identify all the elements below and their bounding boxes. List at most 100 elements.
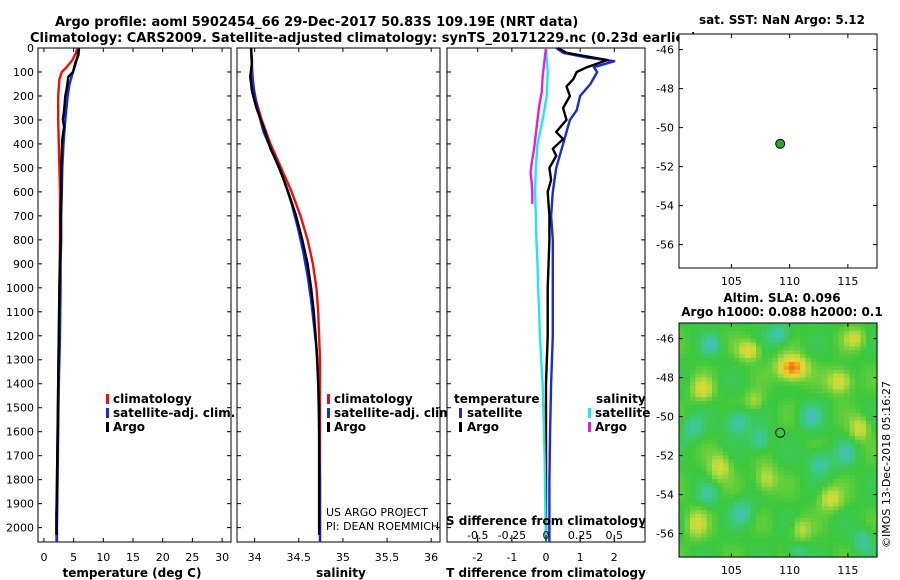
sla-cell bbox=[833, 490, 840, 496]
sla-heatmap-cells bbox=[679, 323, 878, 558]
sla-cell bbox=[778, 412, 785, 418]
sla-cell bbox=[871, 350, 878, 355]
sla-cell bbox=[690, 525, 697, 531]
sla-cell bbox=[778, 354, 785, 359]
sla-cell bbox=[728, 408, 735, 414]
sla-cell bbox=[679, 459, 686, 464]
sla-cell bbox=[827, 330, 834, 336]
sla-cell bbox=[805, 397, 812, 402]
sla-cell bbox=[794, 334, 801, 340]
sla-cell bbox=[723, 521, 730, 527]
sla-cell bbox=[816, 490, 823, 496]
sla-cell bbox=[855, 467, 862, 472]
sla-cell bbox=[849, 459, 856, 464]
sla-cell bbox=[871, 393, 878, 398]
sla-cell bbox=[800, 459, 807, 464]
sla-cell bbox=[822, 354, 829, 359]
sla-cell bbox=[767, 447, 774, 453]
sla-cell bbox=[723, 369, 730, 375]
salinity-xtick-label: 34 bbox=[248, 551, 262, 564]
sla-cell bbox=[844, 482, 851, 488]
sla-cell bbox=[871, 428, 878, 433]
sla-cell bbox=[761, 518, 768, 523]
sla-cell bbox=[767, 459, 774, 464]
sla-cell bbox=[734, 326, 741, 332]
sla-cell bbox=[750, 350, 757, 355]
sla-cell bbox=[695, 389, 702, 394]
sla-cell bbox=[811, 346, 818, 351]
sla-cell bbox=[750, 525, 757, 531]
sla-cell bbox=[855, 338, 862, 344]
sla-cell bbox=[706, 486, 713, 492]
sla-cell bbox=[706, 521, 713, 527]
sla-cell bbox=[734, 404, 741, 410]
sla-cell bbox=[745, 350, 752, 355]
sla-cell bbox=[761, 455, 768, 461]
sla-cell bbox=[805, 342, 812, 347]
sla-cell bbox=[701, 338, 708, 344]
sla-cell bbox=[844, 486, 851, 492]
sla-cell bbox=[684, 471, 691, 476]
sla-cell bbox=[866, 408, 873, 414]
sla-cell bbox=[745, 514, 752, 519]
sla-cell bbox=[805, 323, 812, 328]
sla-cell bbox=[860, 479, 867, 484]
sla-cell bbox=[783, 498, 790, 503]
sla-cell bbox=[723, 326, 730, 332]
sla-cell bbox=[800, 358, 807, 363]
sla-cell bbox=[783, 377, 790, 383]
sla-cell bbox=[679, 537, 686, 542]
sla-cell bbox=[838, 514, 845, 519]
sla-cell bbox=[844, 443, 851, 449]
map-xtick-label: 105 bbox=[721, 564, 742, 577]
sst-map-panel: 105 110 115-46-48-50-52-54-56 bbox=[656, 33, 878, 288]
sla-cell bbox=[701, 436, 708, 441]
sla-cell bbox=[794, 518, 801, 523]
sla-cell bbox=[811, 381, 818, 386]
sla-cell bbox=[706, 369, 713, 375]
sla-cell bbox=[805, 525, 812, 531]
sla-cell bbox=[739, 416, 746, 422]
sla-cell bbox=[794, 482, 801, 488]
sla-cell bbox=[717, 537, 724, 542]
sla-cell bbox=[695, 533, 702, 539]
sla-cell bbox=[701, 521, 708, 527]
sla-cell bbox=[871, 416, 878, 422]
sla-cell bbox=[838, 330, 845, 336]
sla-cell bbox=[844, 377, 851, 383]
sla-cell bbox=[789, 482, 796, 488]
sla-cell bbox=[706, 358, 713, 363]
sla-cell bbox=[778, 389, 785, 394]
sla-cell bbox=[684, 533, 691, 539]
sla-cell bbox=[701, 416, 708, 422]
sla-cell bbox=[767, 451, 774, 457]
sla-cell bbox=[844, 440, 851, 445]
legend-swatch bbox=[327, 394, 330, 404]
sla-cell bbox=[827, 334, 834, 340]
sla-cell bbox=[833, 408, 840, 414]
sla-cell bbox=[844, 514, 851, 519]
sla-cell bbox=[805, 362, 812, 367]
legend-label: Argo bbox=[334, 420, 366, 434]
sla-cell bbox=[756, 494, 763, 500]
sla-cell bbox=[772, 330, 779, 336]
sla-cell bbox=[734, 416, 741, 422]
sla-cell bbox=[756, 553, 763, 558]
sla-cell bbox=[684, 490, 691, 496]
sla-cell bbox=[750, 358, 757, 363]
sla-cell bbox=[728, 346, 735, 351]
sla-cell bbox=[827, 506, 834, 511]
sla-cell bbox=[706, 412, 713, 418]
sla-cell bbox=[679, 385, 686, 390]
sla-cell bbox=[756, 412, 763, 418]
sla-cell bbox=[679, 404, 686, 410]
sla-cell bbox=[756, 436, 763, 441]
sla-cell bbox=[690, 369, 697, 375]
sla-cell bbox=[860, 549, 867, 554]
sla-cell bbox=[706, 338, 713, 344]
sla-cell bbox=[706, 362, 713, 367]
sla-cell bbox=[794, 467, 801, 472]
sla-cell bbox=[783, 404, 790, 410]
sla-cell bbox=[723, 510, 730, 515]
sla-cell bbox=[833, 549, 840, 554]
